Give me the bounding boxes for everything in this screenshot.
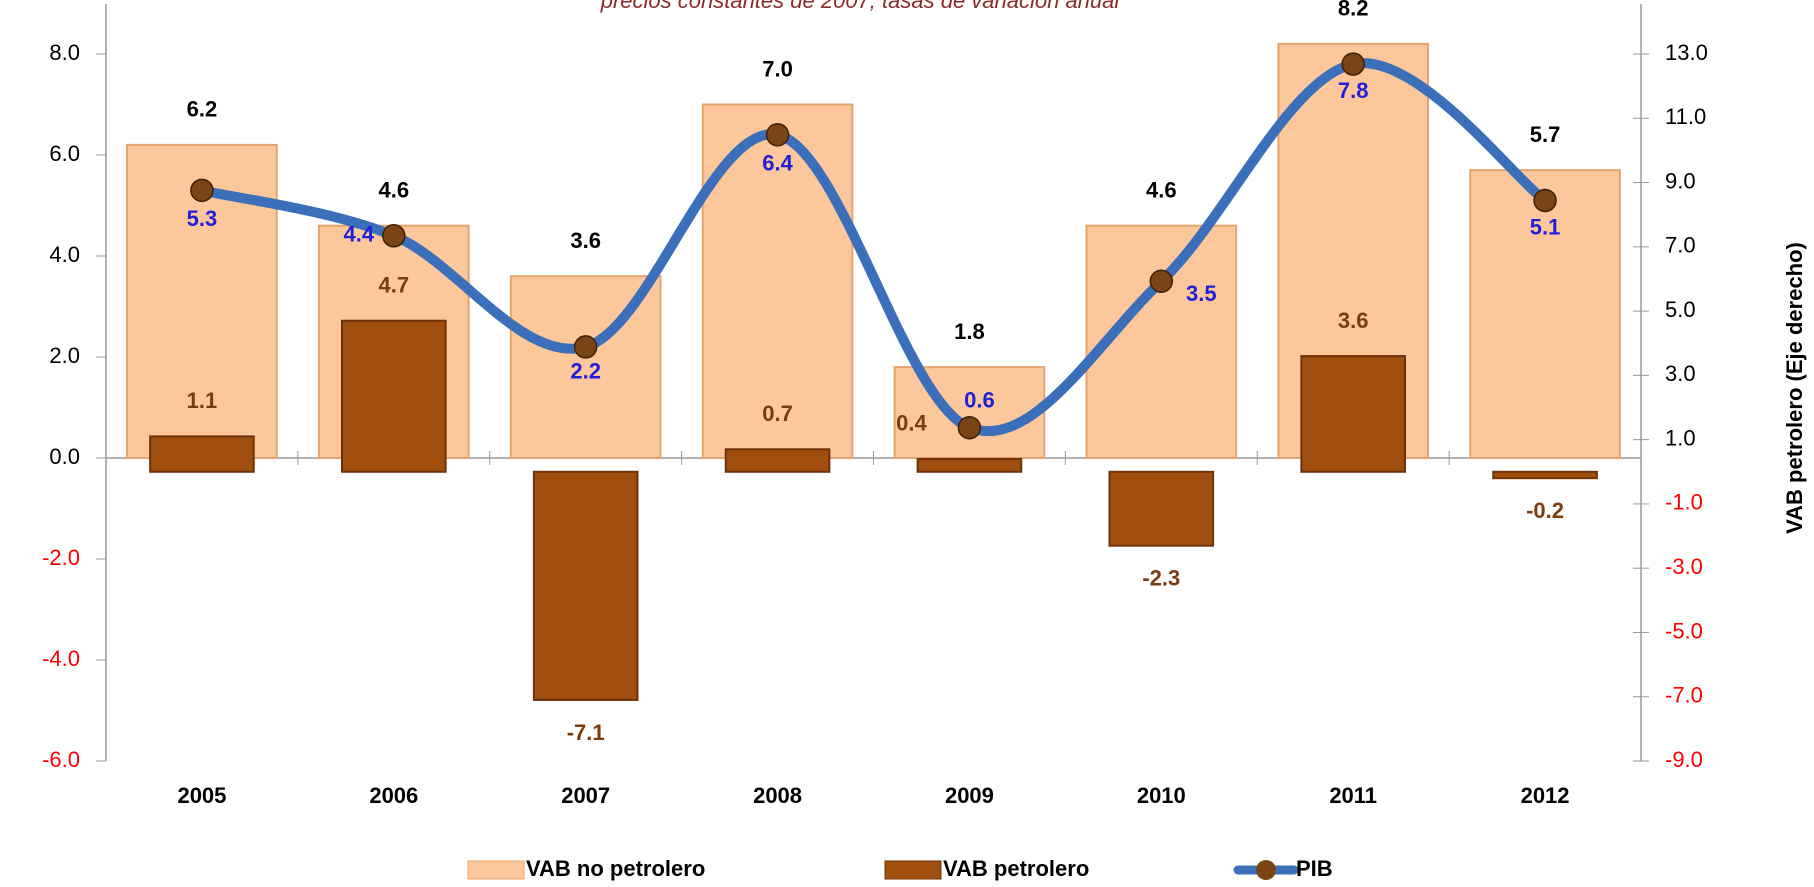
y2-axis-label: VAB petrolero (Eje derecho) xyxy=(1782,242,1807,534)
y2-tick-label: 9.0 xyxy=(1665,168,1696,193)
marker xyxy=(190,178,214,203)
x-tick-label: 2009 xyxy=(945,783,994,808)
y2-tick-label: 1.0 xyxy=(1665,425,1696,450)
bar xyxy=(1469,169,1621,459)
legend-label: VAB no petrolero xyxy=(526,856,705,881)
marker xyxy=(1341,52,1365,76)
data-label: 6.4 xyxy=(762,151,793,176)
y-tick-label: 0.0 xyxy=(49,444,80,469)
legend-label: PIB xyxy=(1296,856,1333,881)
data-label: 3.6 xyxy=(1338,308,1369,333)
line xyxy=(196,58,1551,437)
y2-tick-label: -3.0 xyxy=(1665,554,1703,579)
data-label: 4.6 xyxy=(1146,178,1177,203)
y-tick-label: 4.0 xyxy=(49,242,80,267)
x-tick-label: 2005 xyxy=(177,783,226,808)
marker xyxy=(1533,188,1557,213)
x-tick-label: 2010 xyxy=(1137,783,1186,808)
legend-swatch xyxy=(467,860,525,880)
y2-tick-label: -1.0 xyxy=(1665,490,1703,515)
x-tick-label: 2006 xyxy=(369,783,418,808)
data-label: -2.3 xyxy=(1142,565,1180,590)
chart-subtitle: precios constantes de 2007; tasas de var… xyxy=(600,0,1121,13)
data-label: 1.8 xyxy=(954,319,985,344)
bar xyxy=(893,366,1046,460)
data-label: 6.2 xyxy=(187,97,218,122)
data-label: 0.7 xyxy=(762,401,793,426)
data-label: 2.2 xyxy=(570,359,601,384)
x-tick-label: 2011 xyxy=(1329,783,1377,808)
legend-swatch xyxy=(1256,860,1276,880)
data-label: 5.7 xyxy=(1530,122,1561,147)
data-label: -0.2 xyxy=(1526,498,1564,523)
marker xyxy=(1149,269,1174,293)
y-tick-label: 8.0 xyxy=(49,40,80,65)
y-tick-label: -6.0 xyxy=(42,747,80,772)
y2-tick-label: -5.0 xyxy=(1665,618,1703,643)
bar xyxy=(1300,355,1406,473)
data-label: 0.6 xyxy=(964,388,995,413)
bar xyxy=(341,319,447,473)
y2-tick-label: 11.0 xyxy=(1665,104,1706,129)
x-tick-label: 2012 xyxy=(1521,783,1570,808)
data-label: 4.7 xyxy=(379,273,410,298)
y-tick-label: 6.0 xyxy=(49,141,80,166)
data-label: 5.3 xyxy=(187,206,218,231)
marker xyxy=(957,415,982,440)
marker xyxy=(573,335,598,359)
data-label: 7.0 xyxy=(762,56,793,81)
data-label: 0.4 xyxy=(896,411,927,436)
marker xyxy=(765,123,790,147)
bar xyxy=(916,457,1023,473)
legend-label: VAB petrolero xyxy=(943,856,1089,881)
data-label: 3.5 xyxy=(1186,281,1217,306)
y2-tick-label: -9.0 xyxy=(1665,747,1703,772)
y2-tick-label: 3.0 xyxy=(1665,361,1696,386)
legend-swatch xyxy=(884,860,942,880)
bar xyxy=(724,448,831,473)
y-tick-label: -2.0 xyxy=(42,545,80,570)
marker xyxy=(382,224,406,248)
data-label: -7.1 xyxy=(567,720,605,745)
data-label: 3.6 xyxy=(570,228,601,253)
bar xyxy=(532,470,639,701)
bar xyxy=(1108,470,1215,547)
y2-tick-label: 5.0 xyxy=(1665,297,1696,322)
data-label: 4.6 xyxy=(379,178,410,203)
y2-tick-label: -7.0 xyxy=(1665,683,1703,708)
bar xyxy=(149,435,255,473)
y2-tick-label: 7.0 xyxy=(1665,233,1696,258)
data-label: 8.2 xyxy=(1338,0,1369,21)
bar xyxy=(1492,470,1598,480)
y-tick-label: -4.0 xyxy=(42,646,80,671)
data-label: 4.4 xyxy=(344,222,375,247)
y-tick-label: 2.0 xyxy=(49,343,80,368)
y2-tick-label: 13.0 xyxy=(1665,40,1708,65)
data-label: 7.8 xyxy=(1338,78,1369,103)
x-tick-label: 2007 xyxy=(561,783,610,808)
data-label: 1.1 xyxy=(187,388,218,413)
data-label: 5.1 xyxy=(1530,214,1561,239)
x-tick-label: 2008 xyxy=(753,783,802,808)
